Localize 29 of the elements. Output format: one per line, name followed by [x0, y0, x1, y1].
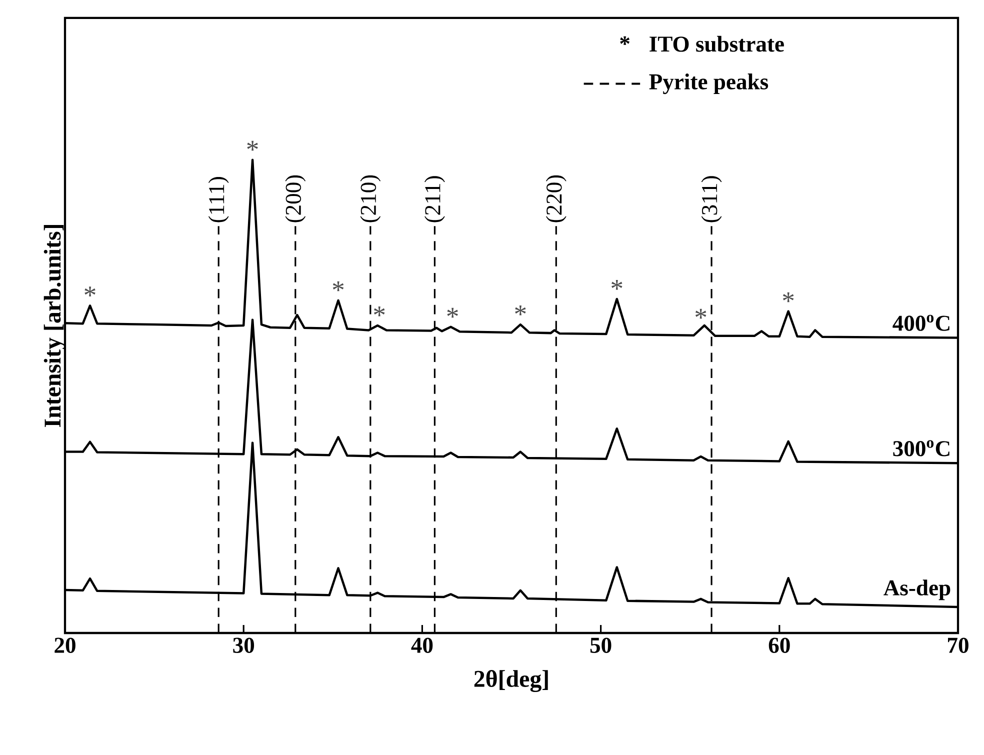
annotation: * — [332, 281, 344, 292]
x-tick-label: 60 — [768, 638, 790, 653]
text: Pyrite peaks — [649, 74, 768, 94]
text: ITO substrate — [650, 36, 784, 52]
annotation: * — [782, 292, 794, 302]
annotation: (200) — [285, 175, 306, 222]
series-label: As-dep — [884, 580, 950, 600]
x-tick-label: 30 — [233, 638, 254, 653]
annotation: * — [247, 140, 258, 151]
x-tick-label: 20 — [54, 638, 76, 653]
x-tick-label: 70 — [948, 638, 968, 653]
annotation: * — [515, 306, 526, 316]
annotation: * — [695, 308, 706, 319]
x-axis-title: 2θ[deg] — [474, 670, 548, 692]
annotation: * — [447, 308, 458, 318]
x-tick-label: 50 — [590, 638, 612, 653]
annotation: * — [84, 286, 96, 296]
annotation: (311) — [701, 176, 722, 222]
annotation: (211) — [424, 176, 445, 222]
annotation: (210) — [360, 175, 381, 222]
annotation: (111) — [208, 176, 229, 222]
text: * — [620, 36, 630, 45]
annotation: * — [612, 280, 622, 290]
series-label: 300$^{o}$C — [893, 440, 950, 456]
annotation: * — [374, 306, 385, 316]
x-tick-label: 40 — [411, 638, 433, 653]
y-axis-title: Intensity [arb.units] — [44, 224, 66, 427]
annotation: (220) — [546, 175, 566, 222]
series-label: 400$^{o}$C — [892, 314, 950, 331]
